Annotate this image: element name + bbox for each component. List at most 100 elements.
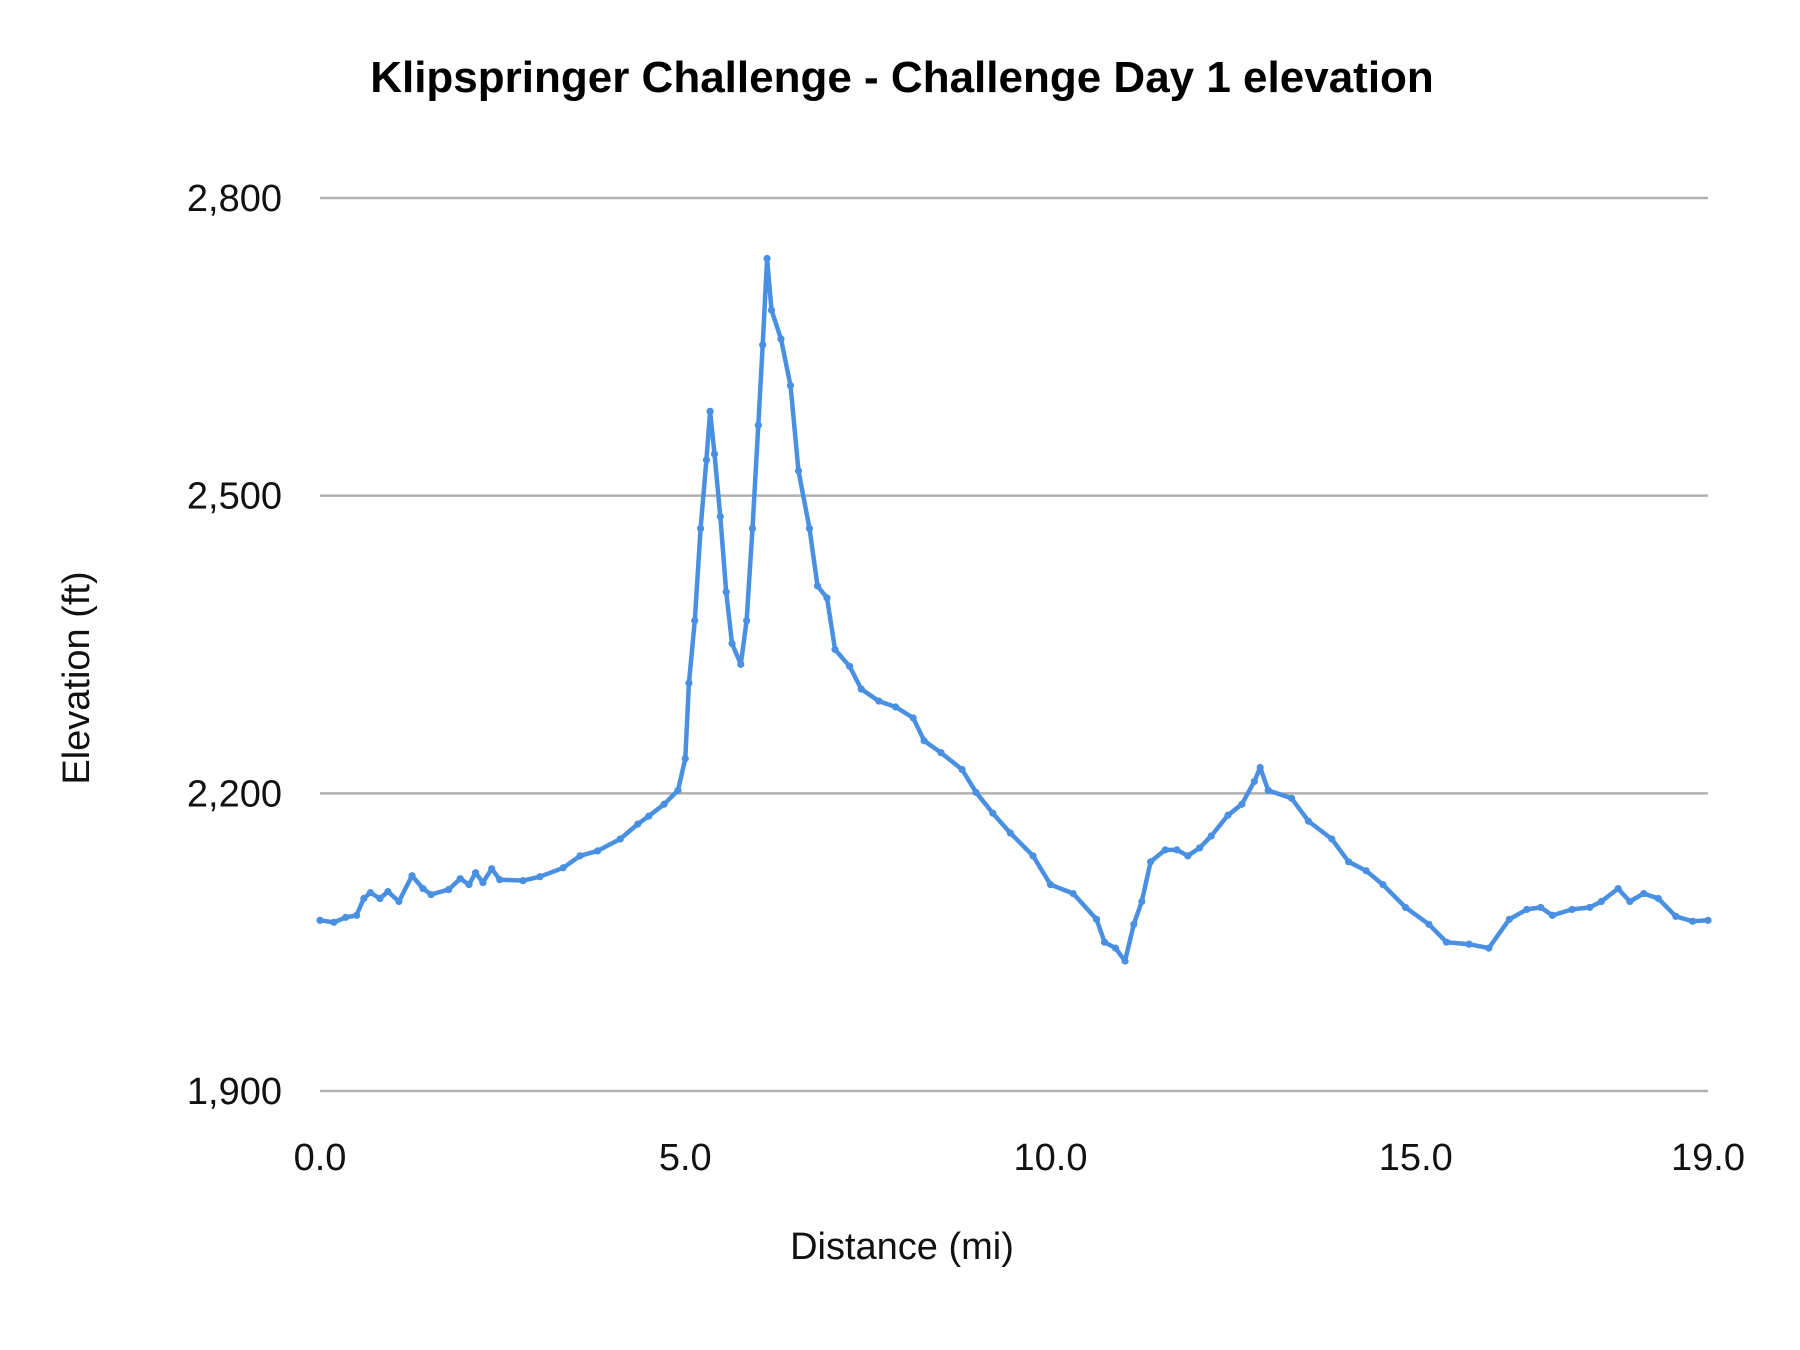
data-point xyxy=(831,645,839,654)
data-point xyxy=(1523,905,1531,914)
data-point xyxy=(1250,777,1258,786)
data-point xyxy=(794,467,803,475)
data-point xyxy=(989,809,997,817)
data-point xyxy=(846,662,854,670)
data-point xyxy=(1100,938,1109,946)
data-point xyxy=(1092,915,1101,923)
data-point xyxy=(444,885,453,894)
data-point xyxy=(360,894,368,903)
data-point xyxy=(1130,920,1138,928)
data-point xyxy=(479,879,487,887)
data-point xyxy=(427,890,435,899)
data-point xyxy=(1328,835,1336,843)
data-point xyxy=(1640,889,1648,898)
y-tick-label: 2,200 xyxy=(187,773,282,815)
data-point xyxy=(1485,944,1493,952)
data-point xyxy=(697,524,705,533)
y-tick-labels: 1,900 2,200 2,500 2,800 xyxy=(187,178,282,1113)
data-point xyxy=(419,884,427,893)
data-point xyxy=(519,877,527,885)
data-point xyxy=(805,524,814,533)
elevation-series xyxy=(316,254,1712,965)
data-point xyxy=(1425,920,1433,928)
data-point xyxy=(786,381,795,390)
data-point xyxy=(1379,881,1387,889)
data-point xyxy=(456,875,464,883)
data-point xyxy=(909,714,917,722)
data-point xyxy=(1586,903,1594,912)
data-point xyxy=(1537,903,1545,912)
data-point xyxy=(316,916,324,924)
data-point xyxy=(710,450,719,458)
y-tick-label: 1,900 xyxy=(187,1071,282,1113)
data-point xyxy=(660,800,668,808)
data-point xyxy=(352,911,361,919)
y-axis-label: Elevation (ft) xyxy=(56,571,98,784)
y-tick-label: 2,800 xyxy=(187,178,282,220)
data-point xyxy=(1069,889,1077,898)
data-point xyxy=(366,888,375,897)
data-point xyxy=(1654,894,1662,903)
data-point xyxy=(1465,940,1473,948)
data-point xyxy=(823,594,831,602)
y-tick-label: 2,500 xyxy=(187,476,282,518)
x-tick-label: 0.0 xyxy=(294,1137,347,1179)
data-point xyxy=(748,524,757,533)
data-point xyxy=(920,737,928,745)
data-point xyxy=(722,588,730,596)
data-point xyxy=(767,306,776,314)
data-point xyxy=(1184,852,1192,860)
data-point xyxy=(813,582,822,590)
data-point xyxy=(1597,897,1605,906)
data-point xyxy=(395,897,403,906)
x-tick-label: 5.0 xyxy=(659,1137,712,1179)
data-point xyxy=(1138,897,1146,906)
gridlines xyxy=(320,196,1708,1093)
data-point xyxy=(1195,844,1204,852)
data-point xyxy=(376,894,384,903)
data-point xyxy=(559,864,567,872)
data-point xyxy=(1304,817,1313,825)
data-point xyxy=(875,697,883,705)
data-point xyxy=(465,881,473,889)
data-point xyxy=(1111,944,1120,952)
data-point xyxy=(634,820,642,828)
x-tick-label: 19.0 xyxy=(1671,1137,1745,1179)
data-point xyxy=(1568,905,1576,914)
data-point xyxy=(1626,897,1634,906)
data-point xyxy=(576,852,584,860)
data-point xyxy=(937,749,945,757)
data-point xyxy=(1548,911,1556,919)
chart-title: Klipspringer Challenge - Challenge Day 1… xyxy=(370,53,1434,102)
data-point xyxy=(1238,800,1246,808)
data-point xyxy=(1207,832,1215,840)
data-point xyxy=(728,639,736,648)
data-point xyxy=(536,873,544,881)
data-point xyxy=(674,786,682,794)
data-point xyxy=(1121,957,1129,965)
data-point xyxy=(1256,763,1264,772)
data-point xyxy=(616,835,624,843)
data-point xyxy=(1173,846,1181,854)
data-point xyxy=(777,335,785,343)
data-point xyxy=(1689,917,1697,925)
data-point xyxy=(892,703,900,711)
data-point xyxy=(408,872,416,880)
data-point xyxy=(972,788,980,796)
data-point xyxy=(759,341,767,349)
elevation-line xyxy=(319,256,1709,964)
data-point xyxy=(1362,867,1370,875)
data-point xyxy=(763,254,771,263)
data-point xyxy=(384,887,392,896)
data-point xyxy=(681,755,689,763)
data-point xyxy=(1161,846,1169,854)
x-tick-labels: 0.0 5.0 10.0 15.0 19.0 xyxy=(294,1137,1745,1179)
data-point xyxy=(1704,916,1712,924)
data-point xyxy=(737,660,745,668)
data-point xyxy=(1264,786,1272,794)
data-point xyxy=(1505,915,1513,923)
data-point xyxy=(645,812,653,820)
data-point xyxy=(1614,884,1622,893)
data-point xyxy=(1147,858,1155,866)
